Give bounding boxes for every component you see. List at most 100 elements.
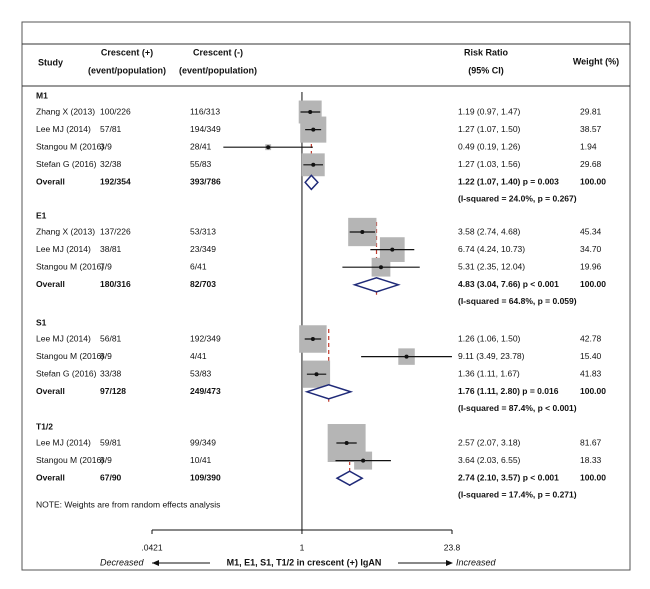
weight: 81.67 — [580, 437, 602, 447]
overall-weight: 100.00 — [580, 472, 606, 482]
study-name: Stangou M (2016) — [36, 351, 104, 361]
ci-label: 1.27 (1.07, 1.50) — [458, 124, 521, 134]
point — [308, 110, 313, 114]
point — [310, 337, 315, 341]
ci-label: 1.27 (1.03, 1.56) — [458, 159, 521, 169]
weight: 34.70 — [580, 244, 602, 254]
neg-count: 192/349 — [190, 333, 221, 343]
study-name: Stefan G (2016) — [36, 368, 97, 378]
point — [390, 247, 395, 252]
pos-count: 32/38 — [100, 159, 122, 169]
group-label: S1 — [36, 317, 47, 327]
study-name: Lee MJ (2014) — [36, 244, 91, 254]
overall-ci: 4.83 (3.04, 7.66) p < 0.001 — [458, 279, 559, 289]
pos-count: 33/38 — [100, 368, 122, 378]
header: (95% CI) — [468, 65, 504, 75]
frame — [21, 21, 631, 571]
x-tick-label: 1 — [300, 542, 305, 552]
group-label: M1 — [36, 90, 48, 100]
overall-label: Overall — [36, 279, 65, 289]
pos-count: 8/9 — [100, 455, 112, 465]
ci-label: 5.31 (2.35, 12.04) — [458, 261, 525, 271]
study-name: Lee MJ (2014) — [36, 437, 91, 447]
neg-count: 55/83 — [190, 159, 212, 169]
neg-count: 4/41 — [190, 351, 207, 361]
overall-label: Overall — [36, 472, 65, 482]
ci-label: 2.57 (2.07, 3.18) — [458, 437, 521, 447]
overall-ci: 2.74 (2.10, 3.57) p < 0.001 — [458, 472, 559, 482]
overall-neg: 109/390 — [190, 472, 221, 482]
point — [344, 441, 349, 445]
overall-neg: 249/473 — [190, 386, 221, 396]
x-tick-label: 23.8 — [444, 542, 461, 552]
overall-weight: 100.00 — [580, 386, 606, 396]
heterogeneity: (I-squared = 17.4%, p = 0.271) — [458, 489, 577, 499]
neg-count: 53/83 — [190, 368, 212, 378]
ci-label: 3.64 (2.03, 6.55) — [458, 455, 521, 465]
point — [311, 162, 316, 167]
neg-count: 23/349 — [190, 244, 216, 254]
pos-count: 7/9 — [100, 261, 112, 271]
pos-count: 56/81 — [100, 333, 122, 343]
x-axis-label: M1, E1, S1, T1/2 in crescent (+) IgAN — [227, 557, 382, 567]
weight: 19.96 — [580, 261, 602, 271]
neg-count: 194/349 — [190, 124, 221, 134]
header: Study — [38, 57, 63, 67]
weight: 29.81 — [580, 106, 602, 116]
study-name: Stefan G (2016) — [36, 159, 97, 169]
pos-count: 3/9 — [100, 141, 112, 151]
overall-weight: 100.00 — [580, 279, 606, 289]
ci-label: 9.11 (3.49, 23.78) — [458, 351, 525, 361]
weight: 41.83 — [580, 368, 602, 378]
point — [361, 458, 366, 463]
weight: 42.78 — [580, 333, 602, 343]
point — [311, 127, 316, 132]
neg-count: 10/41 — [190, 455, 212, 465]
weight: 45.34 — [580, 226, 602, 236]
point — [266, 145, 271, 150]
point — [378, 265, 383, 270]
pos-count: 137/226 — [100, 226, 131, 236]
overall-label: Overall — [36, 177, 65, 187]
overall-diamond — [304, 174, 319, 191]
study-name: Stangou M (2016) — [36, 455, 104, 465]
overall-neg: 393/786 — [190, 177, 221, 187]
weight: 18.33 — [580, 455, 602, 465]
header: Weight (%) — [573, 56, 619, 66]
overall-ci: 1.76 (1.11, 2.80) p = 0.016 — [458, 386, 559, 396]
header: Risk Ratio — [464, 47, 509, 57]
study-name: Stangou M (2016) — [36, 261, 104, 271]
weight: 29.68 — [580, 159, 602, 169]
right-label: Increased — [456, 557, 497, 567]
x-tick-label: .0421 — [141, 542, 163, 552]
overall-pos: 97/128 — [100, 386, 126, 396]
neg-count: 28/41 — [190, 141, 212, 151]
study-name: Lee MJ (2014) — [36, 124, 91, 134]
left-label: Decreased — [100, 557, 145, 567]
study-name: Zhang X (2013) — [36, 106, 95, 116]
weight: 1.94 — [580, 141, 597, 151]
pos-count: 59/81 — [100, 437, 122, 447]
ci-label: 6.74 (4.24, 10.73) — [458, 244, 525, 254]
ci-label: 1.19 (0.97, 1.47) — [458, 106, 521, 116]
overall-diamond — [304, 384, 354, 400]
overall-diamond — [352, 277, 401, 293]
ci-label: 0.49 (0.19, 1.26) — [458, 141, 521, 151]
study-name: Lee MJ (2014) — [36, 333, 91, 343]
overall-pos: 180/316 — [100, 279, 131, 289]
heterogeneity: (I-squared = 24.0%, p = 0.267) — [458, 194, 577, 204]
pos-count: 38/81 — [100, 244, 122, 254]
neg-count: 53/313 — [190, 226, 216, 236]
point — [360, 230, 365, 234]
header: Crescent (+) — [101, 47, 153, 57]
neg-count: 6/41 — [190, 261, 207, 271]
ci-label: 1.36 (1.11, 1.67) — [458, 368, 520, 378]
overall-ci: 1.22 (1.07, 1.40) p = 0.003 — [458, 177, 559, 187]
overall-pos: 67/90 — [100, 472, 122, 482]
study-name: Stangou M (2016) — [36, 141, 104, 151]
group-label: T1/2 — [36, 421, 53, 431]
overall-label: Overall — [36, 386, 65, 396]
overall-neg: 82/703 — [190, 279, 216, 289]
group-label: E1 — [36, 210, 47, 220]
